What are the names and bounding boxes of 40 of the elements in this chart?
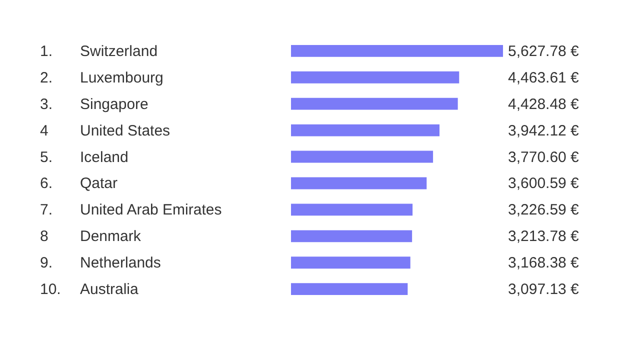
data-label: 3,942.12 € — [508, 122, 580, 140]
data-label: 3,168.38 € — [508, 254, 580, 272]
text: 7. — [40, 202, 53, 219]
data-label: 3,226.59 € — [508, 202, 580, 219]
y-tick-label: Qatar — [80, 175, 118, 192]
data-label: 3,600.59 € — [508, 175, 580, 192]
data-label: 5,627.78 € — [508, 42, 580, 60]
text: 2. — [40, 69, 53, 86]
y-tick-label: Luxembourg — [80, 69, 164, 86]
data-label: 3,770.60 € — [508, 148, 580, 166]
y-tick-label: Denmark — [80, 228, 142, 246]
text: 8 — [40, 228, 48, 246]
y-tick-label: Netherlands — [80, 254, 161, 272]
data-label: 3,213.78 € — [508, 228, 580, 246]
bar — [291, 98, 458, 110]
data-label: 4,428.48 € — [508, 96, 580, 113]
y-tick-label: United States — [80, 122, 170, 140]
y-tick-label: Australia — [80, 281, 140, 298]
y-tick-label: Switzerland — [80, 42, 158, 60]
y-tick-label: Singapore — [80, 96, 148, 113]
bar — [291, 44, 503, 57]
text: 5. — [40, 148, 53, 166]
text: 4 — [40, 122, 48, 140]
bar — [291, 256, 410, 269]
text: 1. — [40, 42, 53, 60]
bar — [291, 230, 412, 242]
y-tick-label: Iceland — [80, 148, 128, 166]
bar — [291, 283, 408, 296]
text: 10. — [40, 281, 61, 298]
text: 3. — [40, 96, 53, 113]
bar — [291, 150, 434, 163]
data-label: 4,463.61 € — [508, 69, 580, 86]
bar — [291, 71, 460, 84]
bar — [291, 204, 413, 216]
bar — [291, 177, 427, 190]
data-label: 3,097.13 € — [508, 281, 580, 298]
bar — [291, 124, 440, 136]
text: 6. — [40, 175, 53, 192]
text: 9. — [40, 254, 53, 272]
y-tick-label: United Arab Emirates — [80, 202, 222, 219]
